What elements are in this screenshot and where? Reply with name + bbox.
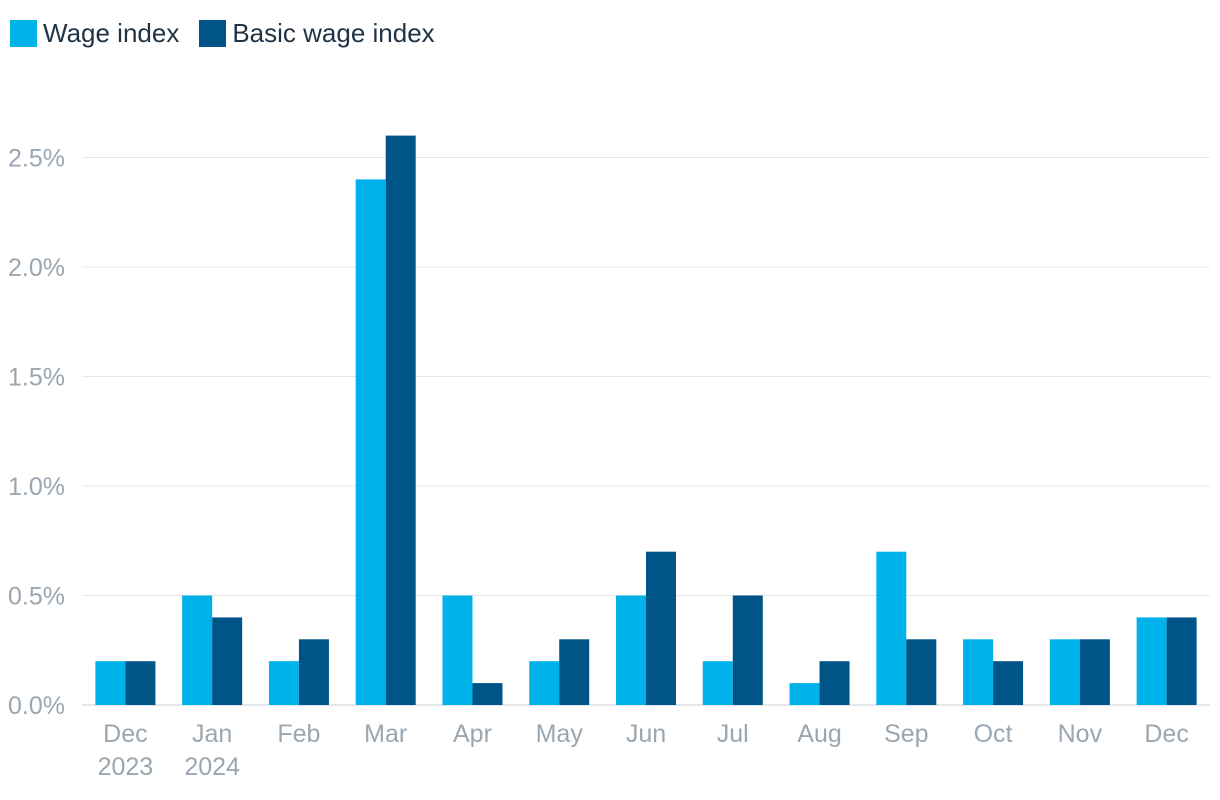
chart-legend: Wage index Basic wage index [10,18,455,49]
x-tick-label: Jul [717,720,749,748]
bar-wage-index [355,179,386,705]
bar-basic-wage-index [1079,639,1110,705]
bar-basic-wage-index [125,661,156,705]
y-tick-label: 0.5% [8,583,65,611]
bar-wage-index [1049,639,1080,705]
legend-label-basic-wage-index: Basic wage index [232,18,435,48]
bar-wage-index [1136,617,1167,705]
bar-basic-wage-index [385,135,416,706]
legend-item-wage-index: Wage index [10,18,179,49]
x-tick-label: Oct [974,720,1013,748]
y-tick-label: 1.5% [8,364,65,392]
bar-basic-wage-index [472,683,503,705]
x-tick-label: Sep [884,720,928,748]
x-tick-label: Apr [453,720,492,748]
x-tick-label: Mar [364,720,407,748]
bar-basic-wage-index [298,639,329,705]
bar-basic-wage-index [212,617,243,705]
x-tick-label: Dec 2023 [98,720,154,781]
x-tick-label: Dec [1144,720,1188,748]
x-tick-label: Aug [797,720,841,748]
y-tick-label: 2.0% [8,254,65,282]
legend-item-basic-wage-index: Basic wage index [199,18,435,49]
x-tick-label: May [536,720,584,748]
legend-swatch-wage-index [10,20,37,47]
y-tick-label: 2.5% [8,145,65,173]
bar-wage-index [702,661,733,705]
legend-swatch-basic-wage-index [199,20,227,47]
x-tick-label: Jun [626,720,666,748]
bar-basic-wage-index [819,661,850,705]
bar-wage-index [182,595,213,705]
x-tick-label: Feb [277,720,320,748]
legend-label-wage-index: Wage index [43,18,180,48]
bar-wage-index [529,661,560,705]
y-tick-label: 0.0% [8,692,65,720]
bar-basic-wage-index [993,661,1024,705]
bar-wage-index [963,639,994,705]
bar-wage-index [442,595,473,705]
bar-wage-index [268,661,299,705]
bar-basic-wage-index [1166,617,1197,705]
bar-basic-wage-index [646,551,676,705]
bar-wage-index [95,661,126,705]
x-tick-label: Nov [1058,720,1103,748]
y-tick-label: 1.0% [8,473,65,501]
bar-wage-index [789,683,820,705]
bar-basic-wage-index [906,639,937,705]
bar-wage-index [616,595,646,705]
bar-basic-wage-index [732,595,763,705]
x-tick-label: Jan 2024 [184,720,240,781]
bar-basic-wage-index [559,639,590,705]
bar-wage-index [876,551,907,705]
